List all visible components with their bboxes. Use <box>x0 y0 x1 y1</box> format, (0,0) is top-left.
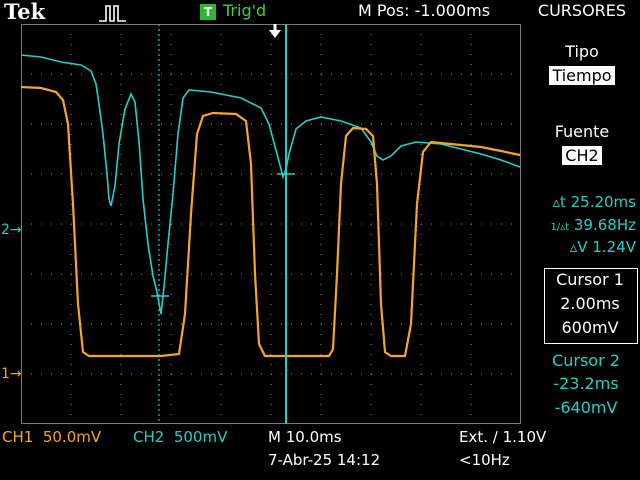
waveform-display <box>21 24 521 424</box>
delta-voltage-readout: ▵V 1.24V <box>569 238 636 256</box>
tipo-label[interactable]: Tipo <box>565 42 599 61</box>
ch1-trace <box>21 85 521 358</box>
trigger-status-badge: T <box>200 4 216 20</box>
cursor-2-time: -23.2ms <box>553 374 619 393</box>
delta-time-readout: ▵t 25.20ms <box>552 193 636 211</box>
trigger-level: Ext. ∕ 1.10V <box>459 428 547 446</box>
frequency-readout: 1/▵t 39.68Hz <box>524 216 636 234</box>
trigger-position-icon <box>269 24 281 38</box>
pulse-trigger-icon <box>99 5 126 22</box>
trigger-rate: <10Hz <box>459 451 510 469</box>
timebase: M 10.0ms <box>268 428 342 446</box>
cursor-1-time: 2.00ms <box>560 294 620 313</box>
cursor-2-title[interactable]: Cursor 2 <box>552 351 620 370</box>
frequency-value: 39.68Hz <box>573 216 636 234</box>
ch2-ground-marker[interactable]: 2→ <box>1 222 22 238</box>
datetime: 7-Abr-25 14:12 <box>268 451 381 469</box>
trigger-status: Trig'd <box>223 1 267 20</box>
tipo-value: Tiempo <box>549 66 615 85</box>
graticule-dots <box>21 24 512 415</box>
ch2-trace <box>21 54 521 315</box>
cursor-1-voltage: 600mV <box>561 318 619 337</box>
cursor-1-panel[interactable] <box>544 268 638 344</box>
cursor-1-title: Cursor 1 <box>556 270 624 289</box>
fuente-option[interactable]: CH2 <box>524 146 640 165</box>
menu-title[interactable]: CURSORES <box>537 1 627 20</box>
fuente-label[interactable]: Fuente <box>554 122 610 141</box>
cursor-2-voltage: -640mV <box>554 398 618 417</box>
fuente-value: CH2 <box>562 146 602 165</box>
horizontal-position: M Pos: -1.000ms <box>358 1 491 20</box>
tipo-option[interactable]: Tiempo <box>524 66 640 85</box>
frequency-label: 1/▵t <box>550 222 570 233</box>
ch2-scale: CH2 500mV <box>133 428 228 446</box>
ch1-ground-marker[interactable]: 1→ <box>1 366 22 382</box>
brand-logo: Tek <box>4 0 46 24</box>
ch1-scale: CH1 50.0mV <box>2 428 102 446</box>
